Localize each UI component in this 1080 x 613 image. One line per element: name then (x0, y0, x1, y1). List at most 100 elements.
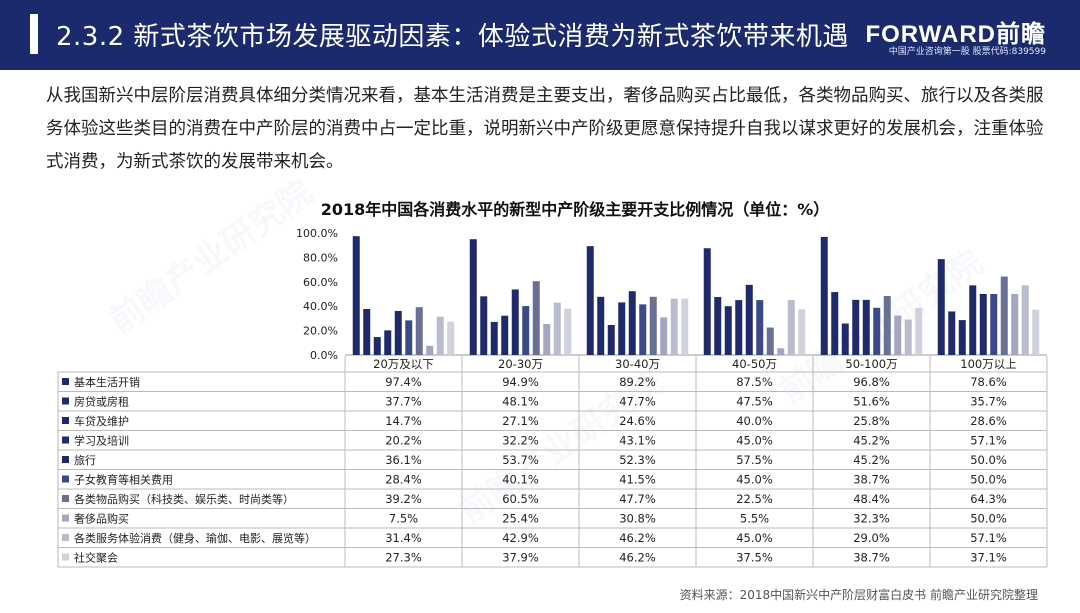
data-label: 31.4% (385, 531, 422, 545)
bar-3-3 (607, 324, 615, 355)
legend-label: 车贷及维护 (74, 414, 129, 428)
bar-10-5 (915, 307, 923, 355)
legend-swatch (62, 475, 69, 483)
legend-label: 各类服务体验消费（健身、瑜伽、电影、展览等） (74, 531, 316, 545)
legend-swatch (62, 534, 69, 541)
bar-3-2 (490, 321, 498, 355)
header-bar: 2.3.2 新式茶饮市场发展驱动因素：体验式消费为新式茶饮带来机遇 FORWAR… (0, 0, 1080, 70)
data-label: 50.0% (970, 473, 1007, 487)
bar-1-3 (586, 246, 594, 355)
data-label: 36.1% (385, 453, 422, 467)
bar-5-4 (745, 284, 753, 355)
data-label: 22.5% (736, 492, 773, 506)
legend-label: 奢侈品购买 (74, 512, 129, 526)
data-label: 78.6% (970, 375, 1007, 389)
category-label: 30-40万 (615, 357, 660, 371)
data-label: 45.2% (853, 453, 890, 467)
bar-10-3 (681, 298, 689, 355)
data-label: 87.5% (736, 375, 773, 389)
y-tick-label: 20.0% (303, 325, 338, 338)
bar-2-5 (831, 292, 839, 355)
bar-5-6 (979, 294, 987, 355)
data-label: 14.7% (385, 414, 422, 428)
data-label: 32.3% (853, 512, 890, 526)
data-label: 45.0% (736, 473, 773, 487)
bar-2-6 (948, 311, 956, 355)
bar-6-3 (639, 304, 647, 355)
data-label: 29.0% (853, 531, 890, 545)
data-label: 39.2% (385, 492, 422, 506)
data-label: 37.5% (736, 551, 773, 565)
data-label: 64.3% (970, 492, 1007, 506)
bar-8-5 (894, 315, 902, 355)
legend-swatch (62, 378, 69, 385)
data-label: 28.4% (385, 473, 422, 487)
data-label: 37.1% (970, 551, 1007, 565)
legend-label: 房贷或房租 (74, 395, 129, 409)
bar-4-4 (735, 300, 743, 355)
bar-10-4 (798, 309, 806, 355)
data-label: 50.0% (970, 512, 1007, 526)
bar-2-1 (363, 309, 371, 355)
bar-9-5 (904, 319, 912, 355)
data-label: 57.1% (970, 531, 1007, 545)
page-title: 2.3.2 新式茶饮市场发展驱动因素：体验式消费为新式茶饮带来机遇 (56, 22, 849, 52)
data-label: 32.2% (502, 434, 539, 448)
bar-9-2 (553, 302, 561, 355)
data-label: 27.1% (502, 414, 539, 428)
data-label: 48.4% (853, 492, 890, 506)
legend-swatch (62, 436, 69, 444)
bar-9-6 (1021, 285, 1029, 355)
bar-6-5 (873, 307, 881, 355)
legend-label: 基本生活开销 (74, 375, 140, 389)
y-tick-label: 40.0% (303, 300, 338, 313)
data-label: 38.7% (853, 551, 890, 565)
data-label: 25.8% (853, 414, 890, 428)
data-label: 37.7% (385, 395, 422, 409)
category-label: 20万及以下 (373, 357, 434, 371)
bar-7-4 (766, 327, 774, 355)
data-label: 27.3% (385, 551, 422, 565)
data-label: 35.7% (970, 395, 1007, 409)
data-label: 40.0% (736, 414, 773, 428)
data-label: 97.4% (385, 375, 422, 389)
bar-6-4 (756, 300, 764, 355)
bar-4-2 (501, 315, 509, 355)
data-label: 41.5% (619, 473, 656, 487)
bar-4-5 (852, 299, 860, 355)
data-label: 42.9% (502, 531, 539, 545)
title-accent-bar (30, 14, 38, 54)
bar-8-4 (777, 348, 785, 355)
bar-3-6 (958, 320, 966, 355)
bar-6-2 (522, 306, 530, 355)
data-label: 53.7% (502, 453, 539, 467)
legend-swatch (62, 456, 69, 463)
bar-9-3 (670, 298, 678, 355)
legend-label: 旅行 (74, 453, 96, 467)
bar-8-3 (660, 317, 668, 355)
bar-10-2 (564, 308, 572, 355)
data-label: 45.0% (736, 531, 773, 545)
bar-8-1 (426, 345, 434, 355)
bar-5-1 (394, 310, 402, 355)
bar-5-2 (511, 289, 519, 355)
chart-title: 2018年中国各消费水平的新型中产阶级主要开支比例情况（单位：%） (320, 200, 830, 219)
data-label: 28.6% (970, 414, 1007, 428)
bar-6-1 (405, 320, 413, 355)
data-label: 30.8% (619, 512, 656, 526)
data-label: 47.7% (619, 395, 656, 409)
bar-10-6 (1032, 309, 1040, 355)
data-label: 51.6% (853, 395, 890, 409)
brand-tagline: 中国产业咨询第一股 股票代码:839599 (888, 47, 1046, 57)
bar-7-6 (1000, 276, 1008, 355)
data-label: 24.6% (619, 414, 656, 428)
data-label: 5.5% (740, 512, 769, 526)
bar-10-1 (447, 321, 455, 355)
data-label: 57.5% (736, 453, 773, 467)
legend-label: 各类物品购买（科技类、娱乐类、时尚类等） (74, 492, 294, 506)
data-label: 89.2% (619, 375, 656, 389)
data-label: 46.2% (619, 531, 656, 545)
legend-swatch (62, 397, 69, 405)
intro-paragraph: 从我国新兴中层阶层消费具体细分类情况来看，基本生活消费是主要支出，奢侈品购买占比… (46, 86, 1044, 172)
